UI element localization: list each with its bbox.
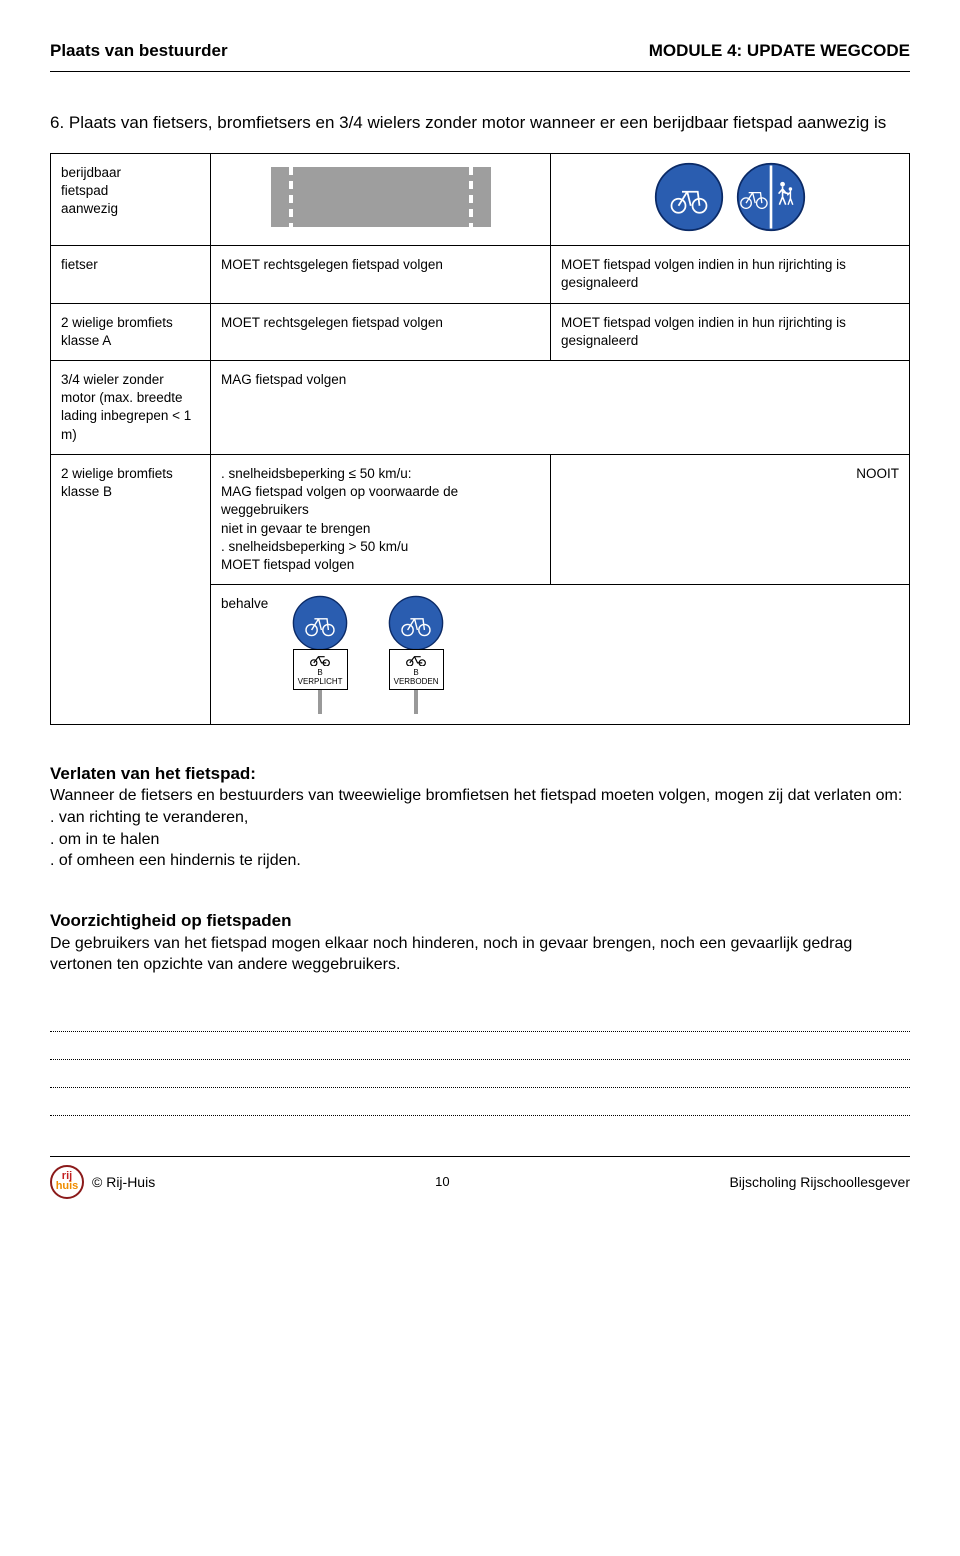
rijhuis-logo-icon: rij huis [50, 1165, 84, 1199]
para-title: Verlaten van het fietspad: [50, 764, 256, 783]
moped-icon [306, 652, 334, 666]
paragraph-voorzichtigheid: Voorzichtigheid op fietspaden De gebruik… [50, 910, 910, 976]
page-footer: rij huis © Rij-Huis 10 Bijscholing Rijsc… [50, 1157, 910, 1199]
sign-post [414, 690, 418, 714]
cell-label: 2 wielige bromfiets klasse B [51, 454, 211, 724]
header-divider [50, 71, 910, 72]
cell-rule: . snelheidsbeperking ≤ 50 km/u: MAG fiet… [211, 454, 551, 584]
sign-bike-icon [654, 162, 724, 232]
road-marking-graphic [271, 167, 491, 227]
section-title: 6. Plaats van fietsers, bromfietsers en … [50, 112, 910, 135]
cell-label: 2 wielige bromfiets klasse A [51, 303, 211, 360]
sign-bike-icon [388, 595, 444, 651]
sign-post [318, 690, 322, 714]
cell-rule: MOET fietspad volgen indien in hun rijri… [551, 303, 910, 360]
para-title: Voorzichtigheid op fietspaden [50, 910, 910, 933]
dotted-line [50, 1088, 910, 1116]
para-body: De gebruikers van het fietspad mogen elk… [50, 933, 910, 976]
cell-rule: NOOIT [551, 454, 910, 584]
cell-label: 3/4 wieler zonder motor (max. breedte la… [51, 360, 211, 454]
table-row: berijdbaar fietspad aanwezig [51, 153, 910, 245]
para-item: . van richting te veranderen, [50, 807, 910, 829]
table-row: 3/4 wieler zonder motor (max. breedte la… [51, 360, 910, 454]
para-body: Wanneer de fietsers en bestuurders van t… [50, 785, 910, 807]
page-number: 10 [435, 1173, 449, 1191]
para-item: . om in te halen [50, 829, 910, 851]
behalve-label: behalve [221, 595, 268, 613]
sign-verboden: B VERBODEN [388, 595, 444, 713]
cell-label: berijdbaar fietspad aanwezig [51, 153, 211, 245]
dotted-line [50, 1004, 910, 1032]
dotted-line [50, 1060, 910, 1088]
cell-road-marking [211, 153, 551, 245]
sign-bike-pedestrian-icon [736, 162, 806, 232]
copyright-text: © Rij-Huis [92, 1173, 155, 1192]
dotted-line [50, 1032, 910, 1060]
moped-icon [402, 652, 430, 666]
cell-rule: MOET fietspad volgen indien in hun rijri… [551, 246, 910, 303]
page-header: Plaats van bestuurder MODULE 4: UPDATE W… [50, 40, 910, 63]
table-row: 2 wielige bromfiets klasse B . snelheids… [51, 454, 910, 584]
sign-plate: B VERPLICHT [293, 649, 348, 689]
writing-lines [50, 1004, 910, 1116]
cell-rule: MOET rechtsgelegen fietspad volgen [211, 246, 551, 303]
rules-table: berijdbaar fietspad aanwezig [50, 153, 910, 725]
header-left: Plaats van bestuurder [50, 40, 228, 63]
cell-label: fietser [51, 246, 211, 303]
sign-bike-icon [292, 595, 348, 651]
cell-rule: MOET rechtsgelegen fietspad volgen [211, 303, 551, 360]
para-item: . of omheen een hindernis te rijden. [50, 850, 910, 872]
header-right: MODULE 4: UPDATE WEGCODE [649, 40, 910, 63]
footer-right: Bijscholing Rijschoollesgever [729, 1173, 910, 1192]
cell-rule: MAG fietspad volgen [211, 360, 910, 454]
table-row: 2 wielige bromfiets klasse A MOET rechts… [51, 303, 910, 360]
paragraph-verlaten: Verlaten van het fietspad: Wanneer de fi… [50, 763, 910, 872]
sign-plate: B VERBODEN [389, 649, 444, 689]
footer-left: rij huis © Rij-Huis [50, 1165, 155, 1199]
cell-behalve: behalve B VERPLICHT [211, 585, 910, 724]
sign-verplicht: B VERPLICHT [292, 595, 348, 713]
table-row: fietser MOET rechtsgelegen fietspad volg… [51, 246, 910, 303]
cell-signs [551, 153, 910, 245]
